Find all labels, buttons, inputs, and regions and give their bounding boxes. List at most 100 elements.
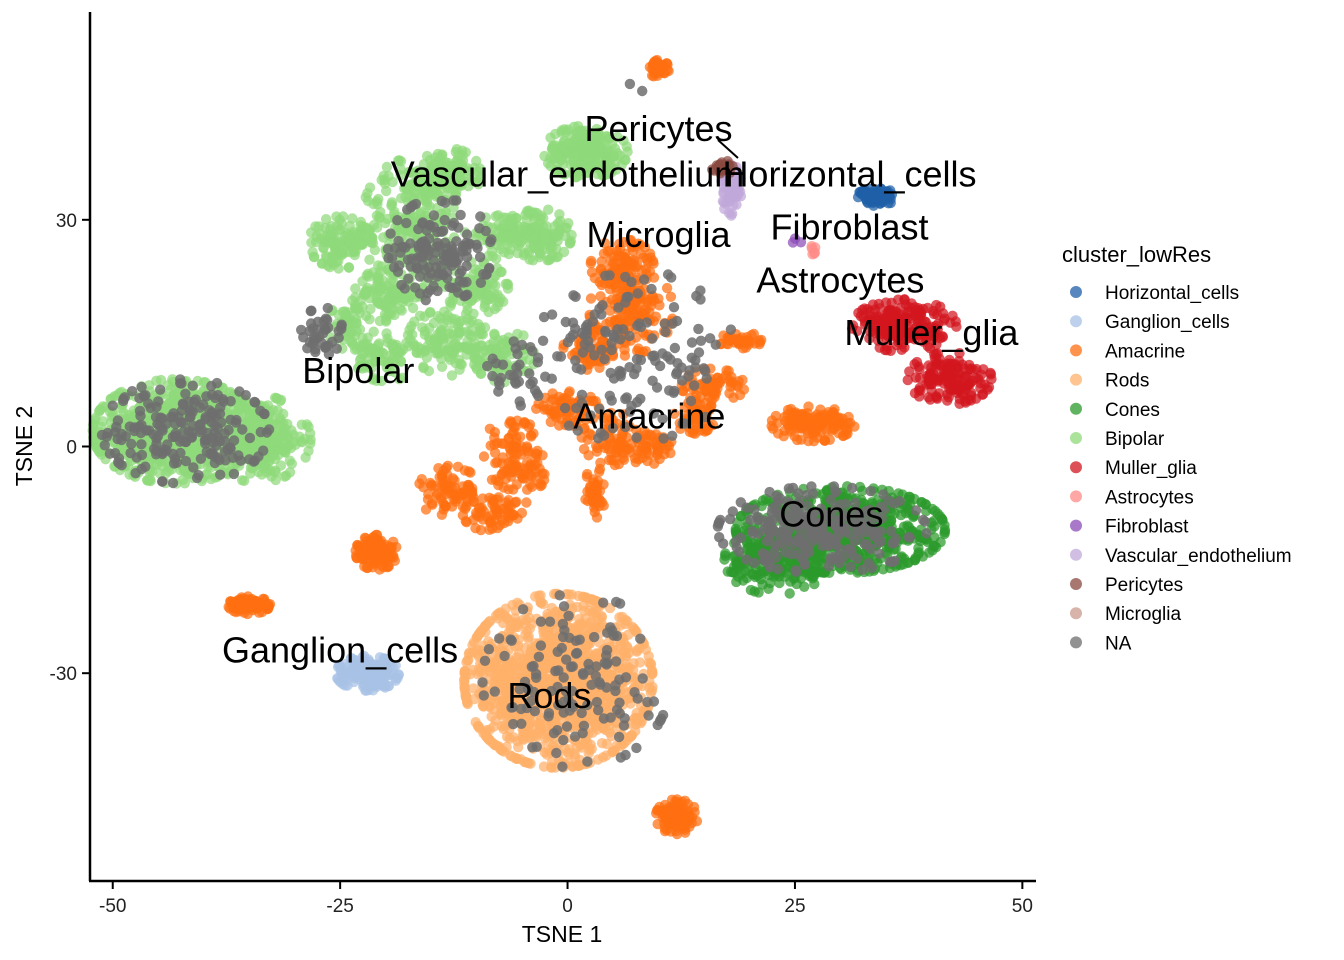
point-bipolar [350,283,361,294]
point-bipolar [249,419,260,431]
point-amacrine [645,300,657,311]
point-bipolar [402,292,413,303]
point-amacrine [486,474,498,485]
point-bipolar [479,302,490,313]
point-bipolar [358,237,369,248]
point-bipolar [364,254,375,265]
point-amacrine [548,394,559,405]
point-amacrine [588,491,599,502]
point-bipolar [493,220,504,231]
point-bipolar [446,370,458,381]
point-amacrine [369,549,381,560]
point-bipolar [400,191,411,203]
point-amacrine [485,517,496,528]
point-bipolar [506,232,517,244]
point-amacrine [667,813,678,824]
point-amacrine [442,460,453,471]
point-amacrine [594,466,605,477]
point-amacrine [640,444,651,455]
point-bipolar [275,394,287,405]
point-bipolar [530,223,541,234]
point-amacrine [630,262,642,273]
point-amacrine [582,468,593,480]
point-amacrine [226,597,237,608]
point-bipolar [337,211,349,222]
point-amacrine [361,562,373,573]
point-amacrine [650,56,662,67]
point-bipolar [284,455,295,466]
point-bipolar [308,251,320,262]
point-amacrine [506,417,517,428]
point-amacrine [811,413,822,425]
point-amacrine [383,561,394,572]
point-amacrine [772,428,784,439]
point-bipolar [351,304,362,315]
point-bipolar [381,328,392,339]
point-bipolar [381,161,393,173]
point-amacrine [350,550,362,562]
point-rods [620,614,631,626]
point-bipolar [527,255,539,266]
point-bipolar [551,252,562,263]
point-bipolar [479,322,491,333]
point-amacrine [803,401,814,412]
point-bipolar [547,242,558,253]
point-amacrine [511,449,522,460]
point-bipolar [530,240,541,251]
point-amacrine [503,432,514,444]
point-amacrine [519,417,531,428]
point-amacrine [489,439,500,450]
point-amacrine [825,425,837,436]
point-amacrine [657,812,668,823]
point-amacrine [414,478,425,489]
point-amacrine [741,332,753,343]
point-amacrine [525,479,536,490]
point-amacrine [253,602,264,613]
point-bipolar [372,297,384,308]
point-bipolar [567,142,579,154]
point-bipolar [343,262,355,273]
point-bipolar [374,315,386,327]
point-amacrine [475,524,487,536]
point-amacrine [843,411,854,423]
point-amacrine [359,532,371,543]
point-bipolar [372,198,383,210]
point-amacrine [535,478,546,489]
point-rods [534,718,545,729]
point-bipolar [360,222,372,233]
point-amacrine [430,480,441,492]
point-amacrine [682,799,694,810]
point-bipolar [344,220,355,232]
point-rods [509,613,521,624]
point-bipolar [560,126,572,138]
point-bipolar [281,470,292,481]
point-amacrine [803,435,814,447]
point-bipolar [404,324,415,336]
point-amacrine [422,494,434,505]
point-bipolar [362,332,373,343]
point-amacrine [521,497,532,508]
point-bipolar [382,213,393,225]
point-amacrine [578,443,590,455]
point-amacrine [546,408,557,419]
point-amacrine [596,497,608,508]
point-bipolar [363,271,375,282]
point-amacrine [508,466,519,478]
point-bipolar [423,365,435,377]
point-bipolar [444,334,455,345]
point-amacrine [460,503,471,514]
point-amacrine [717,373,728,385]
point-bipolar [521,206,533,217]
point-amacrine [492,494,503,505]
point-bipolar [379,178,391,189]
point-bipolar [452,341,464,352]
point-bipolar [179,478,190,489]
point-bipolar [453,328,464,339]
point-rods [524,623,535,634]
point-amacrine [585,293,597,304]
point-amacrine [821,409,832,420]
point-amacrine [498,482,509,493]
point-amacrine [621,444,632,456]
point-rods [524,612,535,624]
